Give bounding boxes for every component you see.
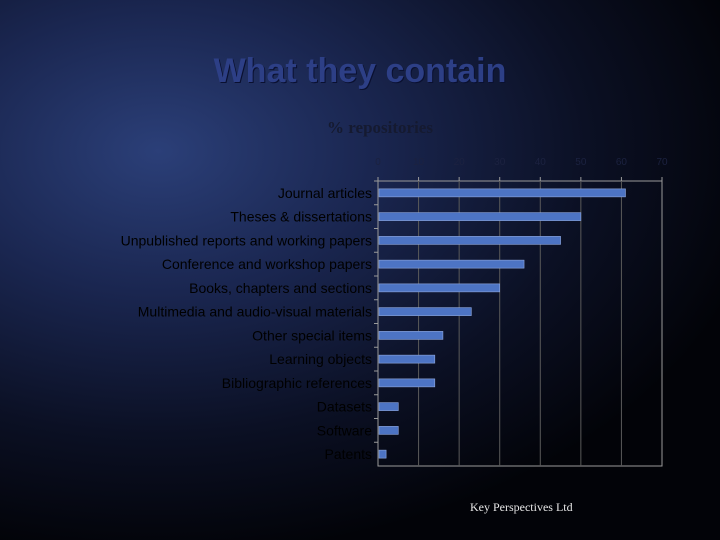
- x-tick-label: 0: [375, 157, 381, 168]
- bar: [378, 283, 501, 293]
- bar: [378, 426, 399, 435]
- category-label: Patents: [325, 446, 372, 462]
- category-label: Journal articles: [278, 185, 372, 201]
- category-label: Unpublished reports and working papers: [121, 232, 372, 248]
- plot-frame: [377, 180, 663, 467]
- bar: [378, 259, 525, 269]
- category-label: Software: [317, 422, 372, 438]
- x-tick-label: 20: [454, 157, 466, 168]
- category-label: Datasets: [317, 399, 372, 415]
- slide-title: What they contain: [213, 52, 507, 90]
- category-label: Theses & dissertations: [230, 209, 372, 225]
- x-tick-label: 30: [494, 157, 506, 168]
- bar: [378, 212, 582, 221]
- x-tick-label: 10: [413, 157, 425, 168]
- category-label: Conference and workshop papers: [162, 256, 372, 272]
- bar: [378, 188, 626, 198]
- category-label: Other special items: [252, 327, 372, 343]
- bar: [378, 402, 399, 411]
- category-label: Learning objects: [269, 351, 372, 367]
- category-label: Bibliographic references: [222, 375, 372, 391]
- bar: [378, 449, 387, 459]
- x-tick-label: 50: [575, 157, 587, 168]
- bar: [378, 331, 444, 340]
- x-tick-label: 40: [535, 157, 547, 168]
- chart-title: % repositories: [327, 118, 433, 137]
- footer-credit: Key Perspectives Ltd: [470, 500, 573, 514]
- bar: [378, 307, 472, 316]
- bar: [378, 236, 561, 245]
- category-label: Books, chapters and sections: [189, 280, 372, 296]
- bar: [378, 354, 436, 364]
- x-tick-label: 60: [616, 157, 628, 168]
- x-tick-label: 70: [656, 157, 668, 168]
- category-label: Multimedia and audio-visual materials: [138, 304, 372, 320]
- bar: [378, 378, 436, 388]
